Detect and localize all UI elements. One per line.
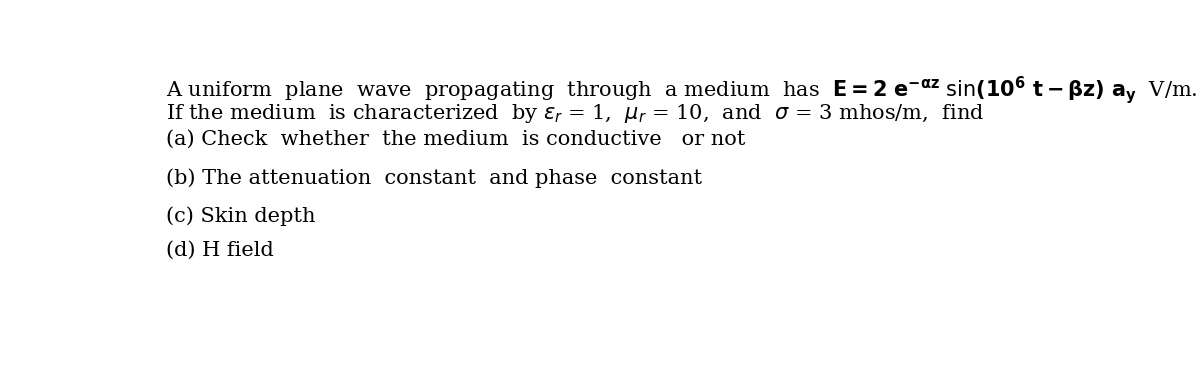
Text: (c) Skin depth: (c) Skin depth [166, 206, 314, 226]
Text: If the medium  is characterized  by $\varepsilon_r$ = 1,  $\mu_r$ = 10,  and  $\: If the medium is characterized by $\vare… [166, 102, 984, 125]
Text: (d) H field: (d) H field [166, 241, 274, 260]
Text: (b) The attenuation  constant  and phase  constant: (b) The attenuation constant and phase c… [166, 168, 702, 187]
Text: (a) Check  whether  the medium  is conductive   or not: (a) Check whether the medium is conducti… [166, 129, 745, 148]
Text: A uniform  plane  wave  propagating  through  a medium  has  $\mathbf{E = 2\ e^{: A uniform plane wave propagating through… [166, 74, 1198, 106]
